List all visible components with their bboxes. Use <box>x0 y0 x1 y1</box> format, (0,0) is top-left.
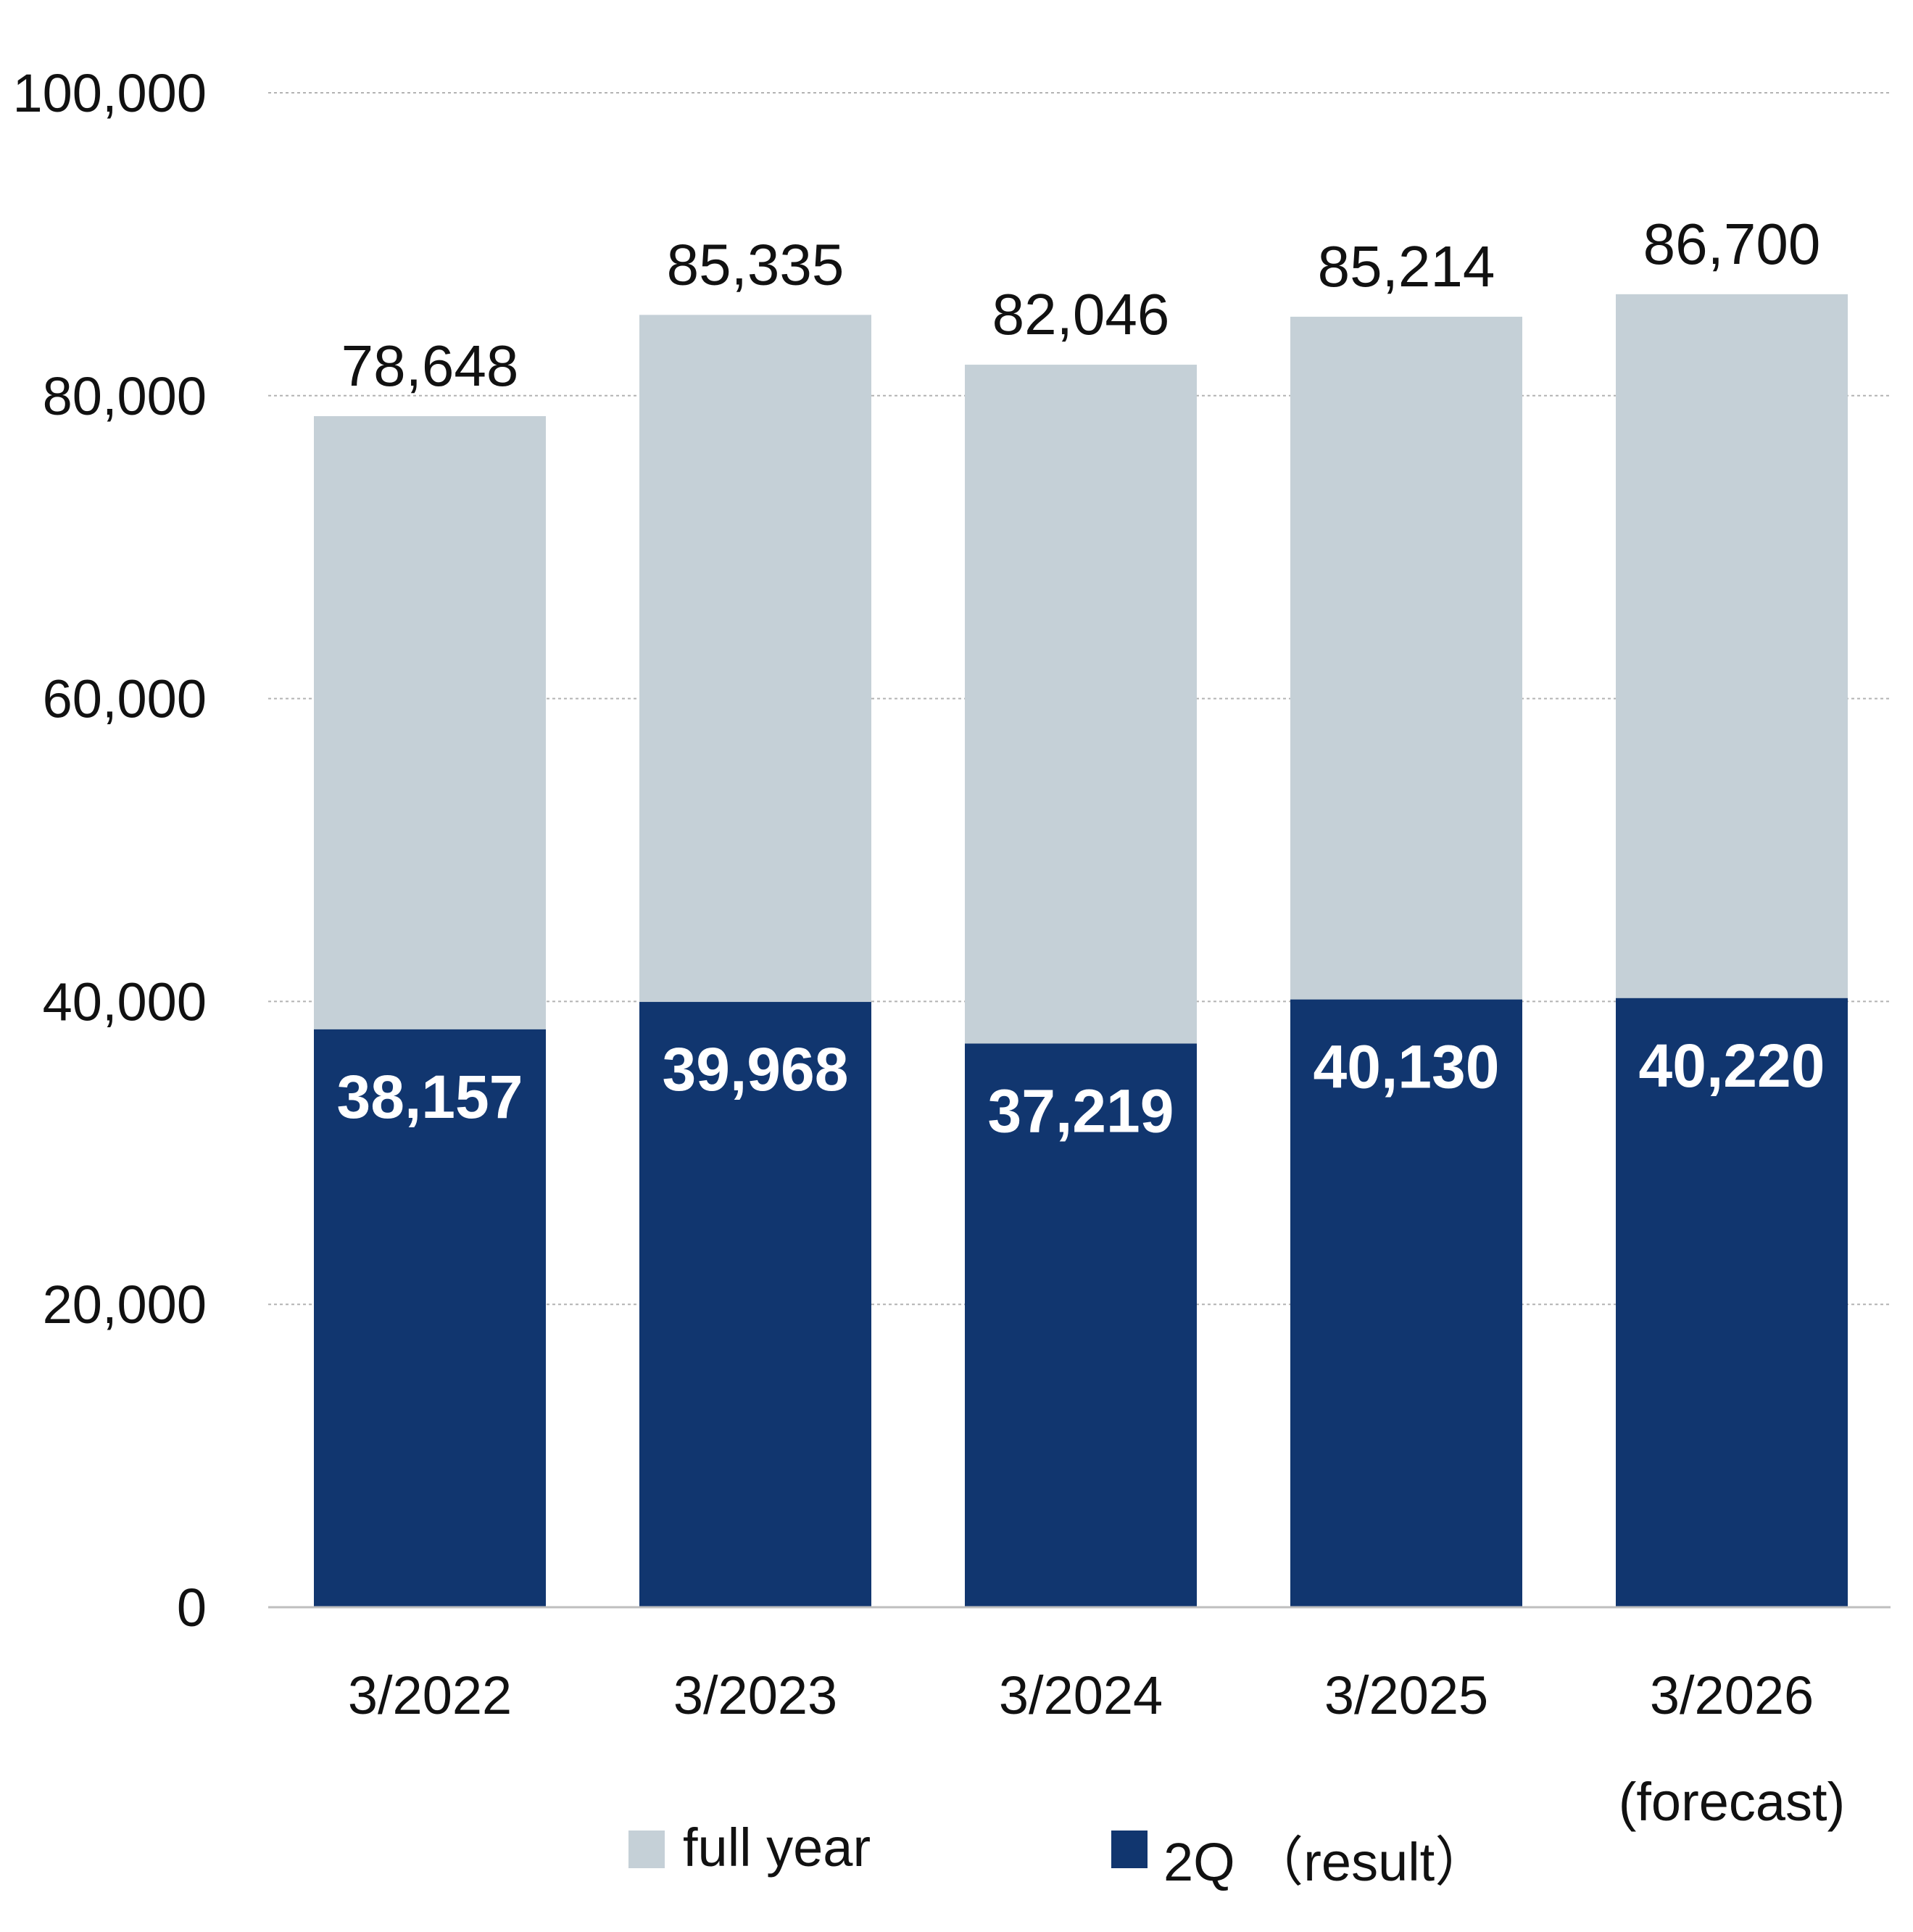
bar-2q-result <box>965 1043 1197 1607</box>
x-category-label: 3/2025 <box>1324 1665 1488 1725</box>
bar-2q-result <box>314 1029 546 1607</box>
bar-2q-result <box>639 1002 871 1607</box>
data-label-full-year: 86,700 <box>1643 212 1821 276</box>
data-label-full-year: 85,335 <box>667 232 845 297</box>
data-label-full-year: 85,214 <box>1318 234 1495 299</box>
data-label-2q-result: 40,130 <box>1314 1033 1500 1101</box>
y-tick-label: 40,000 <box>43 971 207 1032</box>
bar-2q-result <box>1616 998 1848 1607</box>
data-label-2q-result: 40,220 <box>1639 1032 1825 1100</box>
y-tick-label: 60,000 <box>43 669 207 729</box>
x-category-label: 3/2026 <box>1650 1665 1814 1725</box>
bars <box>314 294 1848 1608</box>
x-category-label: 3/2022 <box>348 1665 512 1725</box>
legend-label-full-year: full year <box>683 1817 871 1878</box>
x-category-label: 3/2023 <box>673 1665 837 1725</box>
y-tick-label: 100,000 <box>13 63 207 123</box>
x-axis-category-labels: 3/2022 3/2023 3/2024 3/2025 3/2026 (forecast) <box>348 1665 1845 1832</box>
data-label-2q-result: 38,157 <box>337 1063 523 1131</box>
data-label-2q-result: 39,968 <box>663 1035 849 1103</box>
legend-label-2q-result: 2Q （result） <box>1163 1832 1488 1892</box>
y-axis-tick-labels: 0 20,000 40,000 60,000 80,000 100,000 <box>13 63 207 1638</box>
legend-swatch-2q-result <box>1111 1831 1148 1868</box>
bar-2q-result <box>1290 999 1522 1607</box>
x-category-sublabel: (forecast) <box>1619 1772 1846 1832</box>
y-tick-label: 20,000 <box>43 1274 207 1335</box>
legend-swatch-full-year <box>628 1831 665 1868</box>
data-label-full-year: 78,648 <box>341 333 519 398</box>
data-label-full-year: 82,046 <box>992 282 1170 347</box>
x-category-label: 3/2024 <box>999 1665 1163 1725</box>
data-label-2q-result: 37,219 <box>988 1077 1174 1145</box>
y-tick-label: 0 <box>177 1577 207 1638</box>
data-labels: 78,648 38,157 85,335 39,968 82,046 37,219 85,2… <box>337 212 1825 1145</box>
legend: full year 2Q （result） <box>628 1817 1488 1892</box>
y-tick-label: 80,000 <box>43 366 207 426</box>
